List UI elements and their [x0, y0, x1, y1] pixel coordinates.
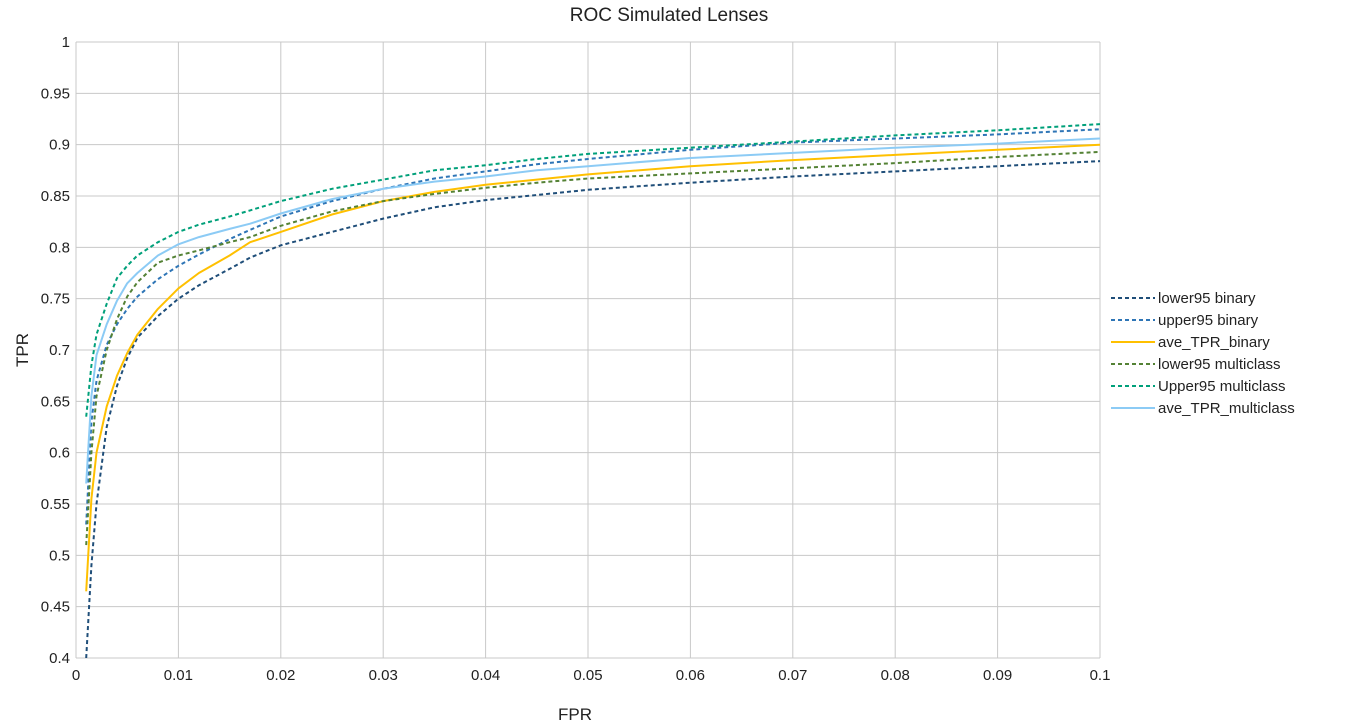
- y-tick-label: 0.6: [49, 445, 70, 462]
- legend-label-1: upper95 binary: [1158, 312, 1259, 329]
- y-tick-label: 0.7: [49, 342, 70, 359]
- x-tick-label: 0.1: [1090, 667, 1111, 684]
- legend-label-0: lower95 binary: [1158, 290, 1256, 307]
- x-tick-label: 0.06: [676, 667, 705, 684]
- legend-label-5: ave_TPR_multiclass: [1158, 400, 1295, 417]
- series-line-3: [85, 150, 1101, 546]
- grid: [75, 41, 1101, 659]
- y-tick-label: 0.5: [49, 547, 70, 564]
- y-tick-label: 0.45: [41, 599, 70, 616]
- y-tick-label: 0.85: [41, 188, 70, 205]
- x-tick-label: 0.03: [369, 667, 398, 684]
- x-tick-labels: 0 0.01 0.02 0.03 0.04 0.05 0.06 0.07 0.08 0.09 0.1: [72, 667, 1111, 684]
- legend: lower95 binary upper95 binary ave_TPR_bina…: [1111, 290, 1295, 417]
- series-line-5: [85, 137, 1101, 484]
- legend-label-3: lower95 multiclass: [1158, 356, 1281, 373]
- series-line-4: [85, 123, 1101, 417]
- series-line-1: [85, 128, 1101, 525]
- x-tick-label: 0.07: [778, 667, 807, 684]
- x-axis-title: FPR: [558, 705, 592, 723]
- y-axis-title: TPR: [13, 333, 32, 367]
- y-tick-label: 0.75: [41, 291, 70, 308]
- x-tick-label: 0.01: [164, 667, 193, 684]
- y-tick-label: 0.9: [49, 137, 70, 154]
- series-line-2: [85, 143, 1101, 592]
- x-tick-label: 0.08: [881, 667, 910, 684]
- y-tick-label: 0.55: [41, 496, 70, 513]
- y-tick-label: 1: [62, 34, 70, 51]
- series-line-0: [85, 160, 1101, 659]
- y-tick-labels: 0.4 0.45 0.5 0.55 0.6 0.65 0.7 0.75 0.8 0.85 0.9 0.…: [41, 34, 70, 667]
- x-tick-label: 0.05: [573, 667, 602, 684]
- y-tick-label: 0.65: [41, 393, 70, 410]
- x-tick-label: 0: [72, 667, 80, 684]
- legend-label-2: ave_TPR_binary: [1158, 334, 1270, 351]
- x-tick-label: 0.04: [471, 667, 500, 684]
- x-tick-label: 0.02: [266, 667, 295, 684]
- y-tick-label: 0.4: [49, 650, 70, 667]
- y-tick-label: 0.8: [49, 239, 70, 256]
- legend-label-4: Upper95 multiclass: [1158, 378, 1286, 395]
- x-tick-label: 0.09: [983, 667, 1012, 684]
- chart-title: ROC Simulated Lenses: [570, 5, 769, 26]
- series-lines: [85, 123, 1101, 659]
- y-tick-label: 0.95: [41, 85, 70, 102]
